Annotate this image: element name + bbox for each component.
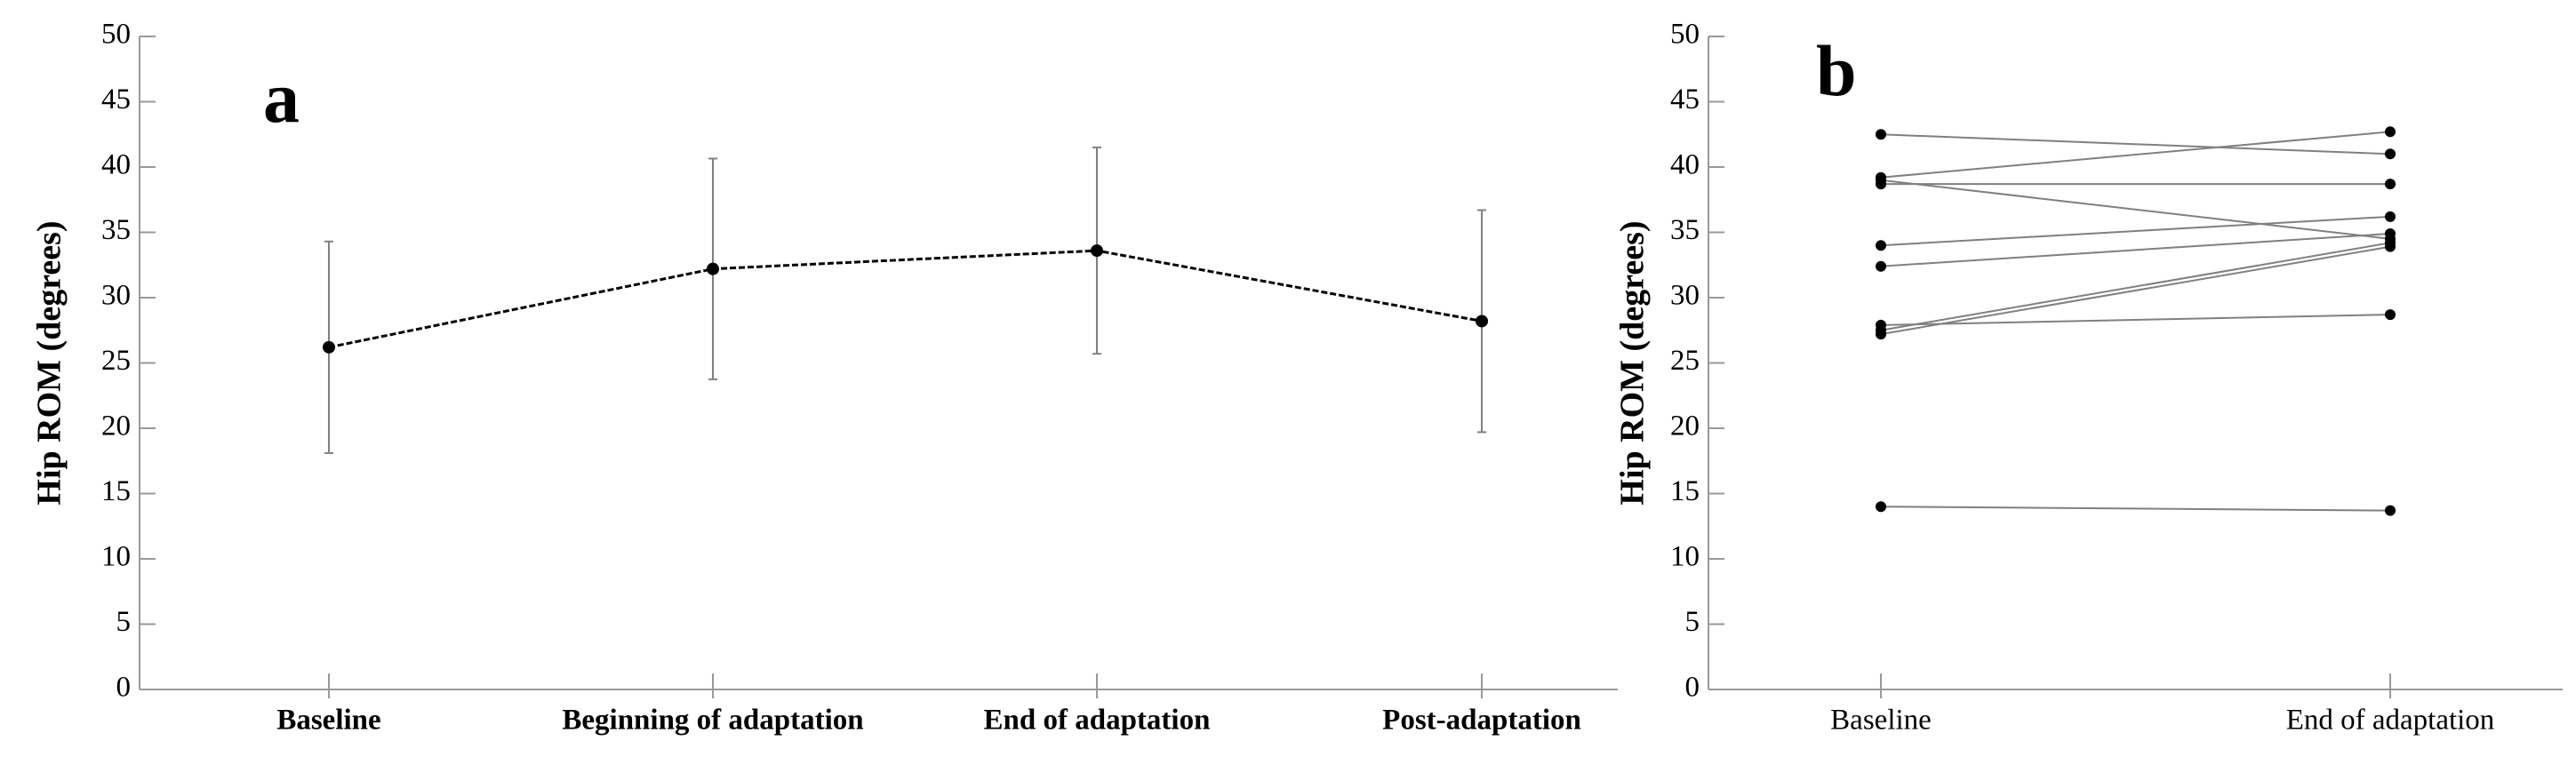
mean-point <box>1476 315 1488 328</box>
subject-line <box>1880 506 2391 512</box>
y-tick-label: 50 <box>1670 19 1700 51</box>
mean-point <box>323 340 335 354</box>
subject-point <box>2385 148 2396 160</box>
y-tick-label: 10 <box>101 541 131 573</box>
y-axis-label: Hip ROM (degrees) <box>31 220 68 505</box>
y-axis-label: Hip ROM (degrees) <box>1614 220 1652 505</box>
x-tick-label: End of adaptation <box>2286 705 2495 737</box>
subject-point <box>1876 501 1886 513</box>
subject-point <box>1876 179 1886 190</box>
subject-point <box>2385 227 2396 239</box>
x-tick-label: Baseline <box>276 705 380 737</box>
y-tick-label: 5 <box>1685 606 1700 638</box>
panel-label: a <box>263 57 300 138</box>
y-tick-label: 25 <box>101 345 131 377</box>
x-tick-label: End of adaptation <box>984 705 1211 737</box>
y-tick-label: 40 <box>101 149 131 181</box>
y-tick-label: 10 <box>1670 541 1700 573</box>
y-tick-label: 15 <box>101 475 131 507</box>
y-tick-label: 30 <box>101 280 131 312</box>
y-tick-label: 30 <box>1670 280 1700 312</box>
subject-line <box>1880 314 2391 326</box>
subject-point <box>2385 126 2396 138</box>
subject-point <box>2385 505 2396 516</box>
subject-line <box>1880 242 2391 331</box>
y-tick-label: 35 <box>101 214 131 246</box>
y-tick-label: 20 <box>101 410 131 442</box>
y-tick-label: 15 <box>1670 475 1700 507</box>
y-tick-label: 0 <box>116 672 132 704</box>
subject-line <box>1880 232 2391 267</box>
subject-point <box>2385 211 2396 222</box>
panel-label: b <box>1816 30 1857 111</box>
x-tick-label: Post-adaptation <box>1382 705 1581 737</box>
y-tick-label: 5 <box>116 606 132 638</box>
y-tick-label: 50 <box>101 19 131 51</box>
subject-point <box>1876 329 1886 340</box>
x-tick-label: Baseline <box>1830 705 1932 737</box>
y-tick-label: 45 <box>101 84 131 116</box>
subject-line <box>1880 131 2391 179</box>
y-tick-label: 20 <box>1670 410 1700 442</box>
y-tick-label: 0 <box>1685 672 1700 704</box>
subject-point <box>1876 240 1886 251</box>
subject-line <box>1880 215 2391 247</box>
mean-line <box>328 249 1483 349</box>
subject-point <box>1876 129 1886 140</box>
y-tick-label: 40 <box>1670 149 1700 181</box>
x-tick-label: Beginning of adaptation <box>562 705 863 737</box>
subject-line <box>1880 245 2391 336</box>
y-tick-label: 45 <box>1670 84 1700 116</box>
y-tick-label: 25 <box>1670 345 1700 377</box>
mean-point <box>1091 244 1103 258</box>
subject-point <box>2385 241 2396 252</box>
y-tick-label: 35 <box>1670 214 1700 246</box>
subject-line <box>1880 179 2391 240</box>
subject-point <box>2385 179 2396 190</box>
subject-point <box>2385 309 2396 321</box>
mean-point <box>707 262 719 275</box>
subject-point <box>1876 260 1886 272</box>
subject-line <box>1880 133 2391 155</box>
